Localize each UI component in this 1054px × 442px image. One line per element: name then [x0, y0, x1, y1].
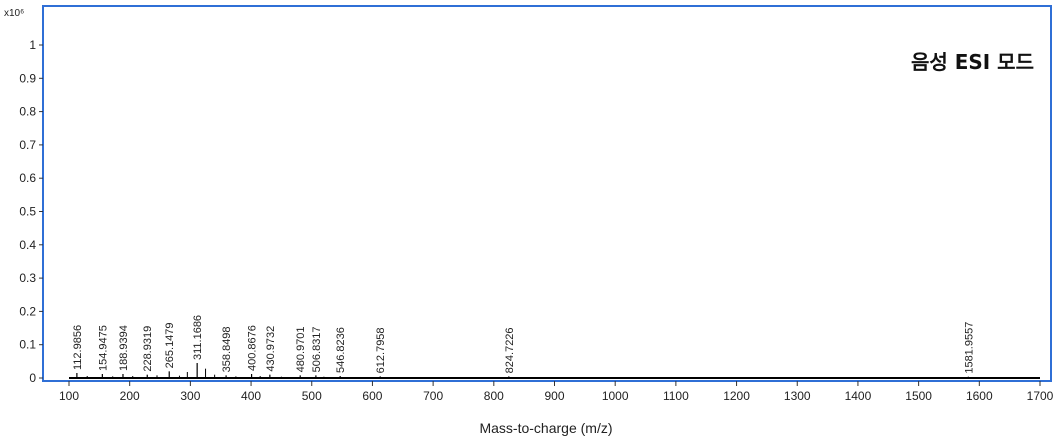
- x-tick-label: 900: [544, 389, 564, 403]
- y-scale-label: x10⁶: [4, 8, 24, 19]
- spectrum-group: [69, 363, 1040, 379]
- peak-label: 430.9732: [265, 326, 277, 372]
- x-tick-label: 400: [241, 389, 261, 403]
- x-axis-label: Mass-to-charge (m/z): [479, 420, 612, 436]
- y-tick-label: 0.3: [19, 271, 36, 285]
- chart-title: 음성 ESI 모드: [911, 50, 1034, 74]
- y-tick-label: 0: [29, 371, 36, 385]
- peak-label: 824.7226: [504, 327, 516, 373]
- peak-label: 546.8236: [335, 327, 347, 373]
- y-tick-label: 0.5: [19, 205, 36, 219]
- x-tick-label: 1000: [602, 389, 629, 403]
- x-tick-label: 500: [302, 389, 322, 403]
- x-tick-label: 300: [180, 389, 200, 403]
- x-tick-label: 800: [484, 389, 504, 403]
- peak-label: 612.7958: [375, 327, 387, 373]
- peak-label: 1581.9557: [963, 322, 975, 374]
- y-tick-label: 0.8: [19, 105, 36, 119]
- y-tick-label: 0.4: [19, 238, 36, 252]
- y-tick-label: 1: [29, 38, 36, 52]
- y-tick-label: 0.9: [19, 71, 36, 85]
- x-tick-label: 700: [423, 389, 443, 403]
- peak-label: 265.1479: [164, 322, 176, 368]
- y-tick-label: 0.2: [19, 304, 36, 318]
- peak-label: 506.8317: [311, 326, 323, 372]
- x-tick-label: 1100: [663, 389, 689, 403]
- peak-label: 228.9319: [142, 326, 154, 372]
- x-tick-label: 1600: [966, 389, 993, 403]
- peak-label: 154.9475: [97, 325, 109, 371]
- x-tick-label: 1400: [845, 389, 872, 403]
- y-tick-label: 0.1: [19, 338, 36, 352]
- x-tick-label: 1700: [1027, 389, 1054, 403]
- plot-frame: [42, 5, 1052, 382]
- peak-label: 400.8676: [247, 325, 259, 371]
- x-tick-label: 1300: [784, 389, 811, 403]
- peak-labels-group: 112.9856 154.9475 188.9394 228.9319 265.1479…: [72, 315, 975, 374]
- y-tick-label: 0.6: [19, 171, 36, 185]
- x-tick-label: 600: [362, 389, 382, 403]
- peak-label: 112.9856: [72, 325, 84, 370]
- peak-label: 311.1686: [192, 315, 204, 360]
- x-tick-label: 1200: [723, 389, 750, 403]
- y-tick-label: 0.7: [19, 138, 36, 152]
- peak-label: 188.9394: [118, 325, 130, 371]
- x-tick-label: 100: [59, 389, 79, 403]
- peak-label: 480.9701: [295, 326, 307, 372]
- x-tick-label: 1500: [905, 389, 932, 403]
- peak-label: 358.8498: [221, 326, 233, 372]
- x-tick-label: 200: [120, 389, 140, 403]
